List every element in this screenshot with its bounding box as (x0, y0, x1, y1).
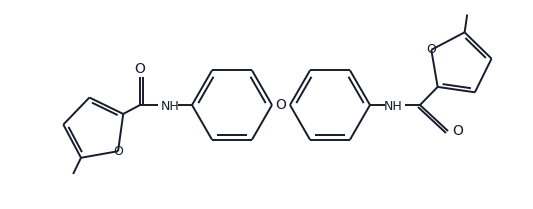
Text: O: O (134, 62, 146, 76)
Text: NH: NH (160, 101, 180, 113)
Text: O: O (113, 145, 123, 158)
Text: O: O (453, 124, 463, 138)
Text: NH: NH (384, 101, 402, 113)
Text: O: O (276, 98, 286, 112)
Text: O: O (426, 43, 436, 56)
